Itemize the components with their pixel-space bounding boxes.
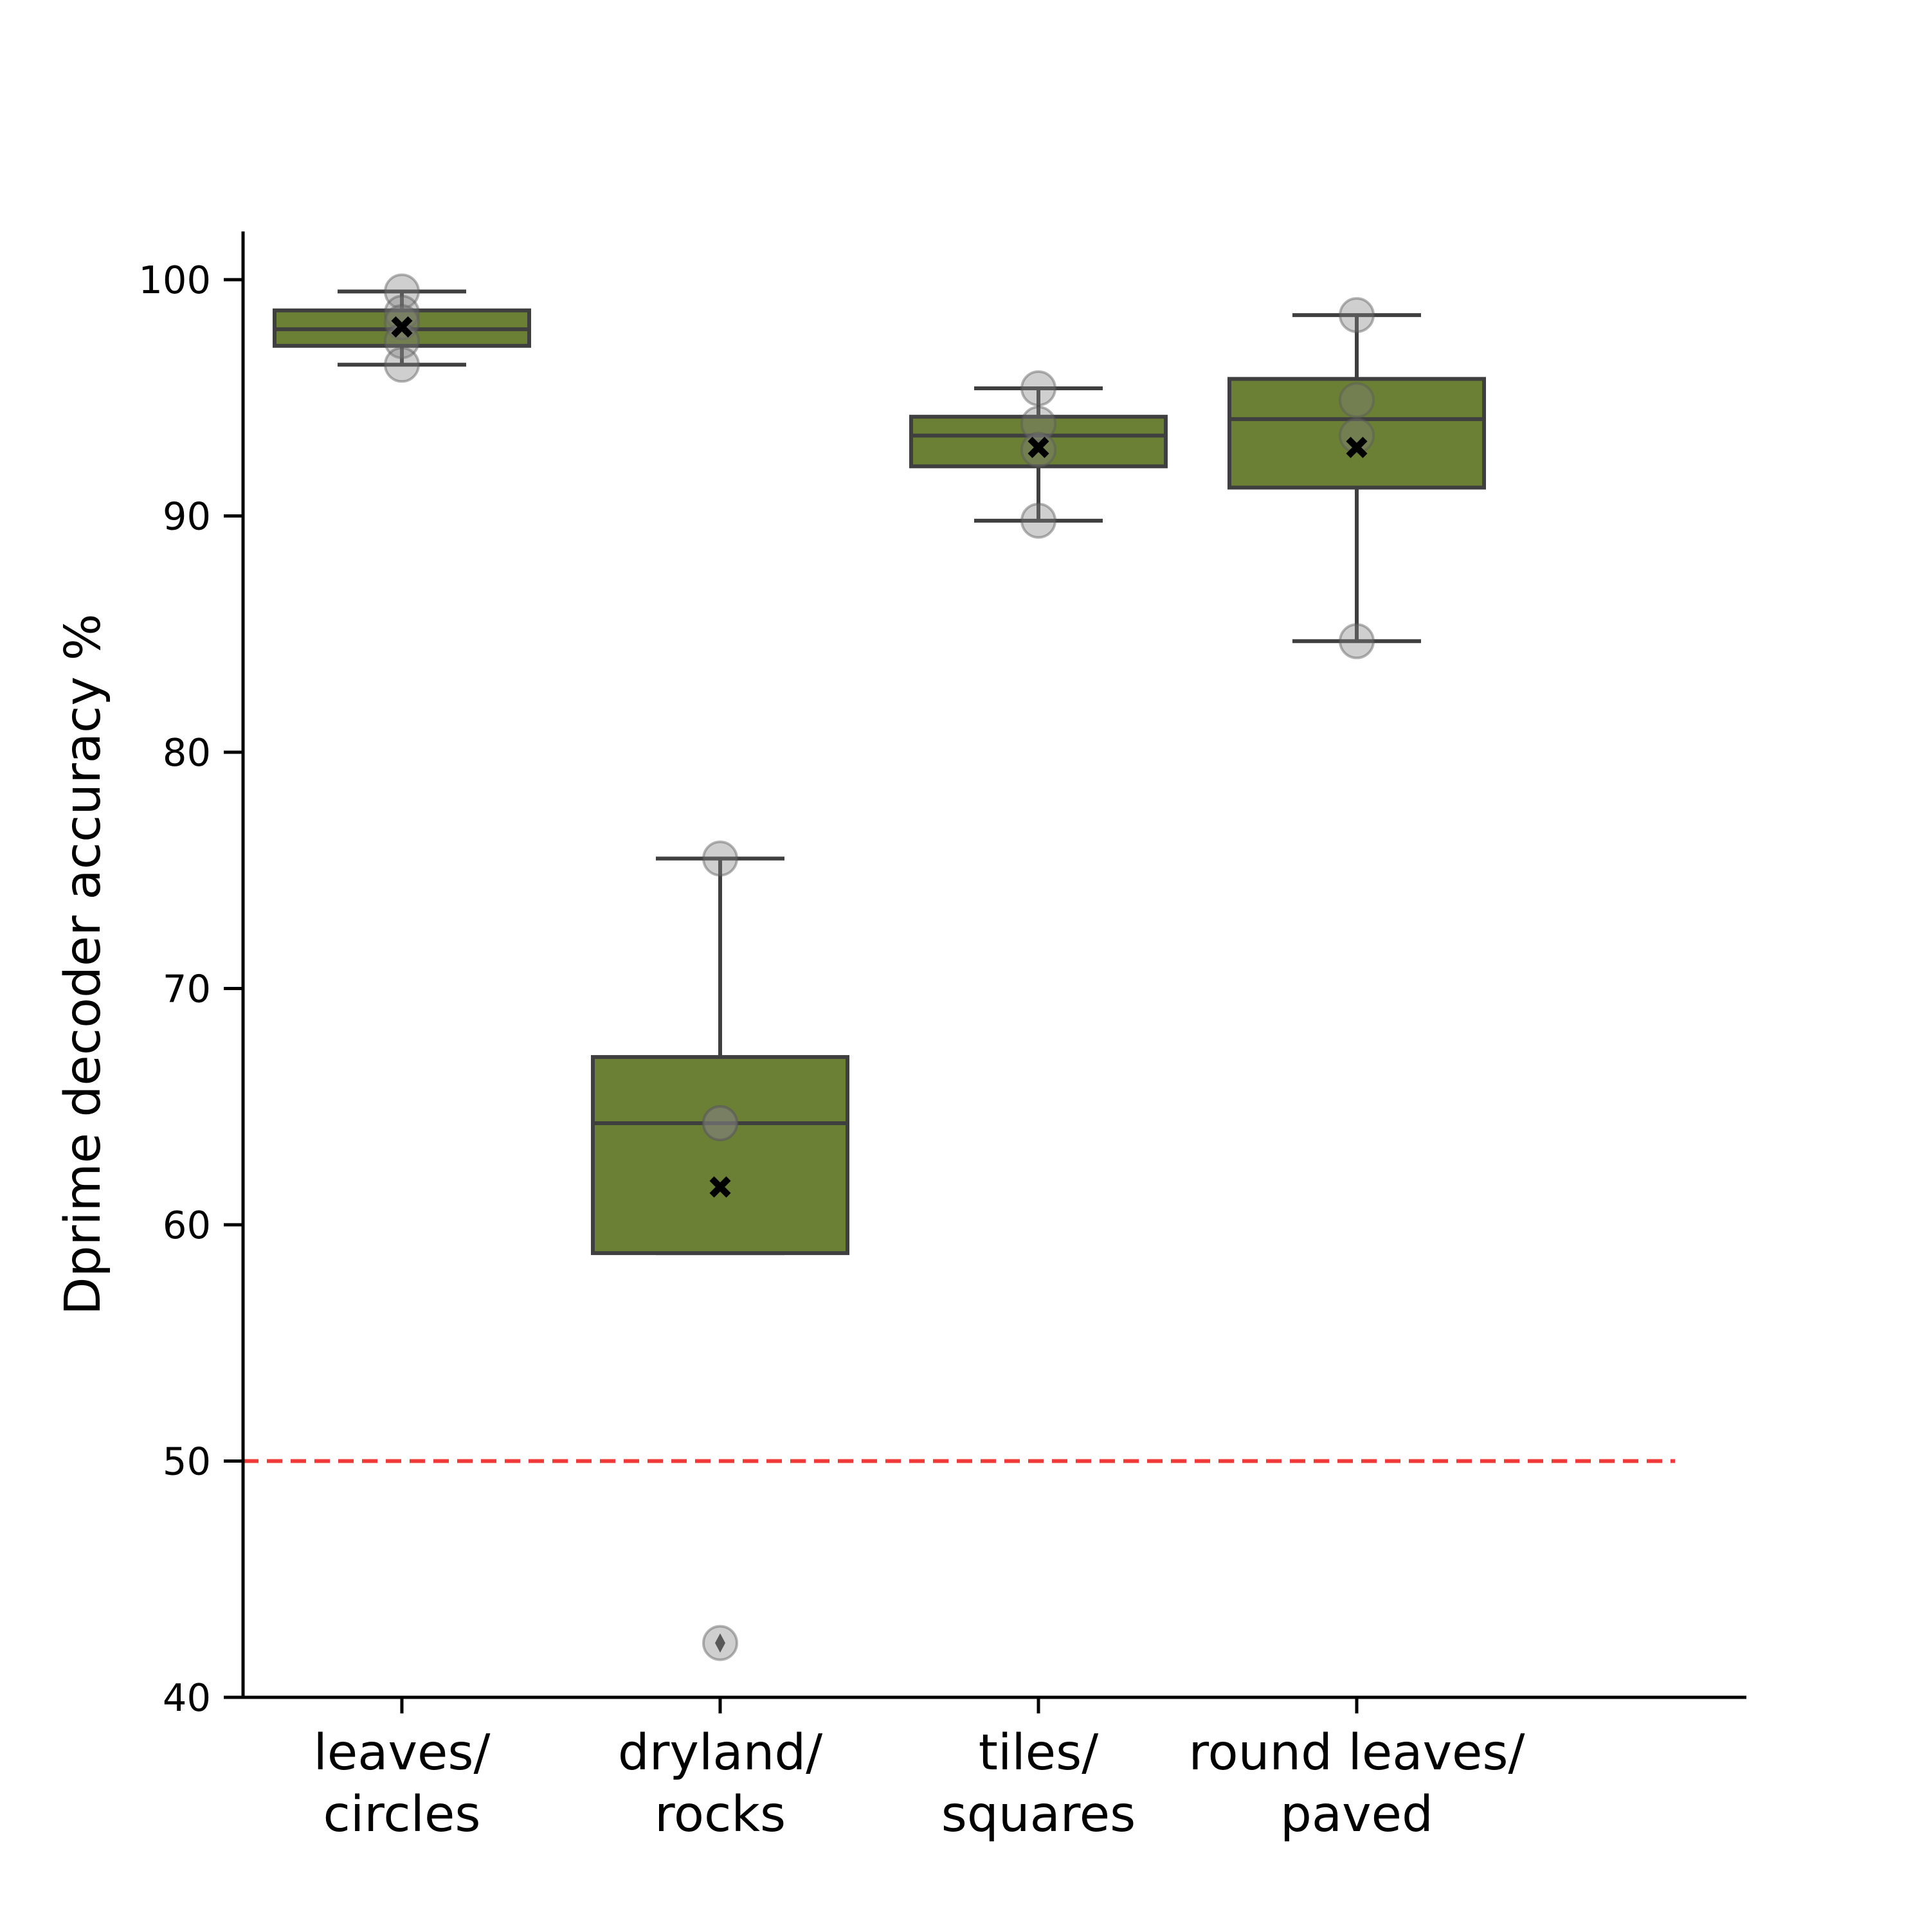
data-point (384, 304, 420, 341)
y-tick-label: 100 (138, 258, 211, 302)
x-tick-label-line: rocks (655, 1786, 786, 1843)
x-tick-label-line: squares (941, 1786, 1136, 1843)
x-tick-label: round leaves/paved (1189, 1724, 1525, 1843)
y-tick-label: 80 (163, 730, 211, 775)
x-tick-label: leaves/circles (314, 1724, 491, 1843)
x-tick-label-line: round leaves/ (1189, 1724, 1525, 1782)
box-group-1 (591, 840, 849, 1661)
x-tick-label-line: tiles/ (979, 1724, 1098, 1782)
data-point (1339, 623, 1375, 660)
y-tick-label: 70 (163, 967, 211, 1011)
iqr-box (1227, 377, 1486, 490)
data-point (1020, 502, 1056, 539)
data-point (1020, 370, 1056, 407)
data-point (702, 1105, 738, 1141)
mean-marker (1346, 437, 1368, 458)
y-tick-label: 50 (163, 1440, 211, 1484)
data-point (1020, 406, 1056, 442)
plot-area (243, 273, 1675, 1661)
y-tick-label: 40 (163, 1675, 211, 1720)
x-tick-label: dryland/rocks (618, 1724, 822, 1843)
data-point (384, 273, 420, 310)
x-tick-label-line: leaves/ (314, 1724, 491, 1782)
iqr-box (909, 415, 1168, 469)
outlier-marker (715, 1633, 725, 1653)
y-axis-title: Dprime decoder accuracy % (55, 613, 112, 1315)
data-point (1339, 382, 1375, 419)
box-group-2 (909, 370, 1168, 539)
mean-marker (391, 316, 413, 338)
box-group-0 (273, 273, 531, 383)
x-tick-label-line: circles (323, 1786, 481, 1843)
data-point (702, 840, 738, 877)
axes: leaves/circles dryland/rocks tiles/squares… (55, 231, 1746, 1843)
data-point (1339, 417, 1375, 454)
mean-marker (709, 1176, 731, 1198)
x-tick-label-line: paved (1280, 1786, 1433, 1843)
x-tick-label-line: dryland/ (618, 1724, 822, 1782)
mean-marker (1028, 437, 1049, 458)
data-point (384, 347, 420, 383)
y-tick-label: 90 (163, 494, 211, 539)
iqr-box (591, 1055, 849, 1256)
y-tick-label: 60 (163, 1203, 211, 1247)
x-tick-label: tiles/squares (941, 1724, 1136, 1843)
data-point (1339, 297, 1375, 334)
box-group-3 (1227, 297, 1486, 660)
data-point (702, 1105, 738, 1141)
data-point (702, 1625, 738, 1661)
